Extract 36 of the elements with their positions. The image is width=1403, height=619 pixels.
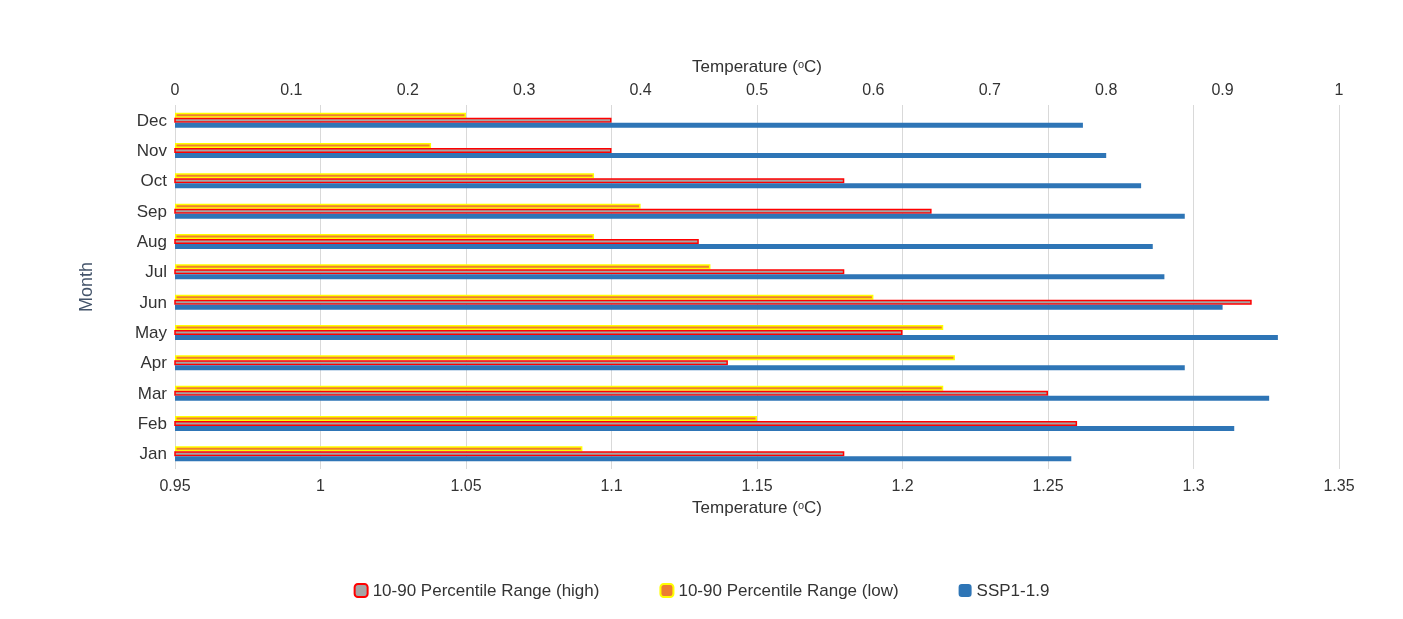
x2-tick-label: 0.3: [513, 80, 536, 98]
y-tick-label: Jun: [139, 292, 167, 312]
y-tick-label: Nov: [136, 141, 168, 160]
x-tick-label: 1: [316, 476, 326, 494]
y-tick-label: Jul: [145, 262, 167, 282]
legend-label: 10-90 Percentile Range (low): [678, 581, 899, 600]
x2-tick-label: 0: [170, 80, 180, 98]
x-tick-label: 0.95: [159, 476, 191, 494]
y-tick-label: Sep: [136, 201, 167, 221]
x-tick-label: 1.35: [1323, 476, 1355, 494]
x2-tick-label: 0.4: [629, 80, 652, 98]
y-tick-label: Aug: [136, 232, 167, 251]
x2-tick-label: 0.2: [396, 80, 420, 98]
x2-tick-label: 1: [1334, 80, 1344, 98]
x2-tick-label: 0.8: [1095, 80, 1118, 98]
y-tick-label: Oct: [140, 171, 168, 191]
y-tick-label: Dec: [136, 110, 168, 130]
x-tick-label: 1.15: [741, 476, 773, 494]
y-tick-label: Jan: [139, 444, 167, 464]
x-tick-label: 1.25: [1032, 476, 1064, 494]
x2-tick-label: 0.7: [978, 80, 1002, 98]
y-tick-label: Apr: [140, 353, 168, 373]
x-tick-label: 1.05: [450, 476, 482, 494]
x-tick-label: 1.2: [891, 476, 914, 494]
x-tick-label: 1.1: [600, 476, 623, 494]
y-axis-title: Month: [76, 261, 96, 313]
y-tick-label: Feb: [137, 414, 167, 433]
x2-tick-label: 0.5: [745, 80, 769, 98]
x2-tick-label: 0.6: [862, 80, 885, 98]
y-tick-label: Mar: [137, 383, 168, 403]
legend-label: 10-90 Percentile Range (high): [372, 581, 600, 600]
y-tick-label: May: [134, 323, 168, 342]
legend-label: SSP1-1.9: [976, 581, 1050, 600]
x-tick-label: 1.3: [1182, 476, 1205, 494]
x2-tick-label: 0.9: [1211, 80, 1234, 98]
x2-tick-label: 0.1: [280, 80, 303, 98]
